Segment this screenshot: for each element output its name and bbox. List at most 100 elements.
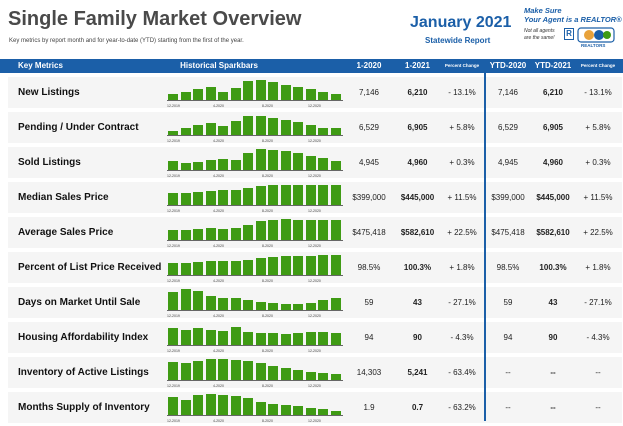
sparkbar-bar bbox=[243, 81, 253, 100]
sparkbar-axis bbox=[167, 310, 343, 311]
sparkbar-bar bbox=[243, 300, 253, 310]
sparkbar-tick-label: 12-2020 bbox=[308, 349, 321, 353]
sparkbar-bar bbox=[168, 362, 178, 380]
col-prev: 1-2020 bbox=[356, 61, 382, 70]
sparkbar-axis bbox=[167, 415, 343, 416]
sparkbar-bar bbox=[243, 332, 253, 345]
ytd-divider bbox=[484, 59, 486, 421]
report-month: January 2021 bbox=[410, 14, 512, 31]
value-pct: + 11.5% bbox=[447, 193, 477, 202]
sparkbar-tick-label: 12-2019 bbox=[167, 209, 180, 213]
sparkbar-bar bbox=[318, 332, 328, 345]
sparkbar-bar bbox=[318, 373, 328, 380]
sparkbar-bar bbox=[180, 92, 191, 100]
value-ytd-curr: 43 bbox=[548, 298, 558, 307]
sparkbar-axis bbox=[167, 205, 343, 206]
sparkbar-bar bbox=[305, 89, 316, 100]
sparkbar-chart: 12-2019 4-2020 8-2020 12-2020 bbox=[167, 357, 347, 388]
value-ytd-curr: -- bbox=[550, 403, 556, 412]
sparkbar-tick-label: 4-2020 bbox=[213, 104, 224, 108]
table-row: Average Sales Price 12-2019 4-2020 8-2020 12… bbox=[8, 217, 622, 248]
sparkbar-bar bbox=[255, 402, 266, 415]
sparkbar-bar bbox=[180, 330, 191, 345]
sparkbar-bar bbox=[205, 123, 216, 135]
sparkbar-bar bbox=[330, 411, 341, 415]
value-pct: + 22.5% bbox=[447, 228, 477, 237]
sparkbar-bar bbox=[180, 193, 191, 205]
sparkbar-bar bbox=[230, 88, 241, 100]
table-row: Days on Market Until Sale 12-2019 4-2020 8-… bbox=[8, 287, 622, 318]
sparkbar-tick-label: 12-2020 bbox=[308, 384, 321, 388]
sparkbar-bar bbox=[268, 303, 278, 310]
sparkbar-bar bbox=[218, 395, 228, 415]
sparkbar-chart: 12-2019 4-2020 8-2020 12-2020 bbox=[167, 217, 347, 248]
sparkbar-chart: 12-2019 4-2020 8-2020 12-2020 bbox=[167, 147, 347, 178]
sparkbar-tick-label: 8-2020 bbox=[262, 419, 273, 423]
sparkbar-bar bbox=[218, 261, 228, 275]
sparkbar-bar bbox=[305, 125, 316, 135]
value-ytd-pct: -- bbox=[595, 368, 601, 377]
sparkbar-bar bbox=[180, 230, 191, 240]
sparkbar-bar bbox=[293, 220, 303, 240]
sparkbar-bar bbox=[293, 304, 303, 310]
table-row: Housing Affordability Index 12-2019 4-2020… bbox=[8, 322, 622, 353]
metric-label: Housing Affordability Index bbox=[18, 332, 149, 343]
sparkbar-bar bbox=[330, 333, 341, 345]
sparkbar-bar bbox=[230, 298, 241, 310]
sparkbar-bar bbox=[168, 131, 178, 135]
sparkbar-tick-label: 8-2020 bbox=[262, 209, 273, 213]
table-row: Inventory of Active Listings 12-2019 4-202… bbox=[8, 357, 622, 388]
sparkbar-bar bbox=[180, 128, 191, 135]
sparkbar-bar bbox=[180, 363, 191, 380]
sparkbar-bar bbox=[255, 363, 266, 380]
sparkbar-bar bbox=[230, 360, 241, 380]
value-ytd-curr: $445,000 bbox=[536, 193, 570, 202]
sparkbar-bar bbox=[180, 263, 191, 275]
sparkbar-bar bbox=[330, 128, 341, 135]
value-prev: 6,529 bbox=[358, 123, 380, 132]
value-ytd-prev: $475,418 bbox=[491, 228, 525, 237]
sparkbar-bar bbox=[293, 406, 303, 415]
sparkbar-bar bbox=[280, 185, 291, 205]
sparkbar-tick-label: 12-2019 bbox=[167, 279, 180, 283]
sparkbar-bar bbox=[318, 300, 328, 310]
sparkbar-chart: 12-2019 4-2020 8-2020 12-2020 bbox=[167, 392, 347, 423]
sparkbar-bar bbox=[280, 368, 291, 380]
sparkbar-axis bbox=[167, 275, 343, 276]
sparkbar-bar bbox=[168, 397, 178, 415]
sparkbar-tick-label: 12-2020 bbox=[308, 419, 321, 423]
value-curr: 43 bbox=[413, 298, 422, 307]
sparkbar-chart: 12-2019 4-2020 8-2020 12-2020 bbox=[167, 322, 347, 353]
sparkbar-bar bbox=[330, 220, 341, 240]
value-ytd-curr: -- bbox=[550, 368, 556, 377]
sparkbar-bar bbox=[268, 220, 278, 240]
sparkbar-bar bbox=[180, 163, 191, 170]
sparkbar-tick-label: 12-2019 bbox=[167, 349, 180, 353]
sparkbar-chart: 12-2019 4-2020 8-2020 12-2020 bbox=[167, 182, 347, 213]
sparkbar-bar bbox=[218, 92, 228, 100]
sparkbar-bar bbox=[318, 128, 328, 135]
value-prev: 94 bbox=[364, 333, 374, 342]
col-key-metrics: Key Metrics bbox=[18, 61, 63, 70]
table-row: Months Supply of Inventory 12-2019 4-2020 8… bbox=[8, 392, 622, 423]
sparkbar-bar bbox=[205, 359, 216, 380]
sparkbar-bar bbox=[243, 153, 253, 170]
value-ytd-curr: 6,905 bbox=[542, 123, 564, 132]
metric-label: Pending / Under Contract bbox=[18, 122, 139, 133]
sparkbar-bar bbox=[255, 80, 266, 100]
sparkbar-bar bbox=[193, 89, 203, 100]
sparkbar-bar bbox=[243, 260, 253, 275]
value-pct: + 0.3% bbox=[449, 158, 475, 167]
sparkbar-bar bbox=[268, 185, 278, 205]
value-ytd-curr: 6,210 bbox=[542, 88, 564, 97]
sparkbar-bar bbox=[168, 328, 178, 345]
metric-label: Average Sales Price bbox=[18, 227, 114, 238]
sparkbar-bar bbox=[180, 289, 191, 310]
value-prev: 1.9 bbox=[363, 403, 375, 412]
sparkbar-bar bbox=[193, 328, 203, 345]
sparkbar-tick-label: 8-2020 bbox=[262, 104, 273, 108]
sparkbar-bar bbox=[280, 304, 291, 310]
sparkbar-chart: 12-2019 4-2020 8-2020 12-2020 bbox=[167, 252, 347, 283]
metric-label: Months Supply of Inventory bbox=[18, 402, 150, 413]
sparkbar-bar bbox=[243, 361, 253, 380]
